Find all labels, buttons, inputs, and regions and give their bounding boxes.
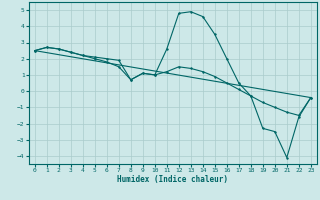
X-axis label: Humidex (Indice chaleur): Humidex (Indice chaleur) <box>117 175 228 184</box>
